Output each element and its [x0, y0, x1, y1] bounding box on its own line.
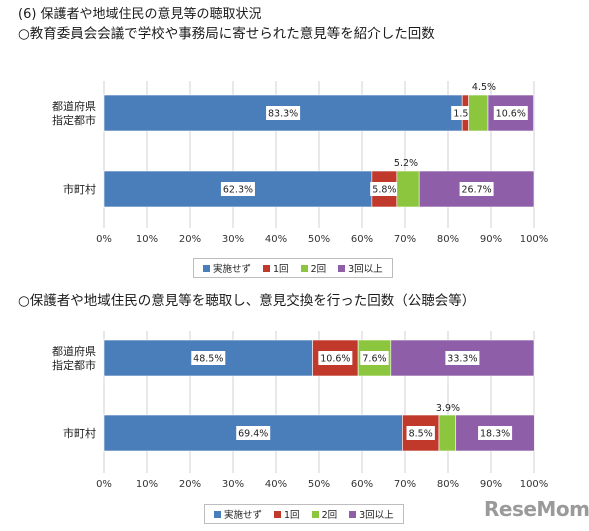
legend-swatch	[214, 510, 221, 518]
data-label-box	[370, 182, 399, 196]
x-tick-label: 30%	[222, 479, 244, 490]
data-label: 5.2%	[394, 158, 418, 169]
x-tick-label: 90%	[480, 479, 502, 490]
x-tick-label: 80%	[437, 234, 459, 245]
x-tick-label: 40%	[265, 234, 287, 245]
legend-swatch	[338, 264, 346, 272]
legend-label: 3回以上	[359, 510, 394, 521]
x-tick-label: 60%	[351, 479, 373, 490]
data-label-box	[220, 182, 255, 196]
legend-swatch	[274, 510, 282, 518]
data-label: 83.3%	[268, 109, 298, 120]
x-tick-label: 10%	[136, 479, 158, 490]
legend-swatch	[300, 264, 308, 272]
legend-item-twice: 2回	[300, 261, 327, 275]
data-label: 5.8%	[372, 185, 396, 196]
x-tick-label: 100%	[520, 479, 549, 490]
data-label: 26.7%	[462, 185, 492, 196]
chart1-title: ○教育委員会会議で学校や事務局に寄せられた意見等を紹介した回数	[18, 26, 435, 42]
data-label: 4.5%	[472, 82, 496, 93]
legend-item-twice: 2回	[311, 507, 338, 521]
data-label: 1.5%	[453, 109, 477, 120]
x-tick-label: 80%	[437, 479, 459, 490]
category-label: 市町村	[63, 426, 96, 440]
x-tick-label: 10%	[136, 234, 158, 245]
legend-label: 1回	[284, 510, 300, 521]
legend-swatch	[203, 264, 210, 272]
legend-label: 実施せず	[224, 510, 263, 521]
chart1-legend: 実施せず 1回 2回 3回以上	[193, 258, 393, 278]
watermark-logo: ReseMom	[484, 497, 589, 521]
x-tick-label: 90%	[480, 234, 502, 245]
x-tick-label: 20%	[179, 479, 201, 490]
data-label-box	[266, 106, 301, 120]
section-heading: (6) 保護者や地域住民の意見等の聴取状況	[18, 7, 262, 22]
category-label: 都道府県	[52, 344, 96, 358]
data-label: 10.6%	[320, 354, 350, 365]
legend-item-none: 実施せず	[214, 507, 262, 521]
legend-swatch	[263, 264, 271, 272]
x-tick-label: 20%	[179, 234, 201, 245]
x-tick-label: 50%	[308, 234, 330, 245]
data-label: 69.4%	[238, 429, 268, 440]
data-label-box	[318, 351, 353, 365]
x-tick-label: 40%	[265, 479, 287, 490]
bar-segment	[396, 170, 420, 208]
data-label: 33.3%	[447, 354, 477, 365]
category-label: 指定都市	[52, 358, 96, 372]
data-label-box	[493, 106, 528, 120]
x-tick-label: 70%	[394, 234, 416, 245]
x-tick-label: 60%	[351, 234, 373, 245]
x-tick-label: 50%	[308, 479, 330, 490]
data-label-box	[445, 351, 480, 365]
category-label: 市町村	[63, 182, 96, 196]
legend-item-once: 1回	[274, 507, 300, 521]
data-label-box	[360, 351, 389, 365]
x-tick-label: 70%	[394, 479, 416, 490]
data-label: 10.6%	[496, 109, 526, 120]
category-label: 都道府県	[52, 99, 96, 113]
legend-label: 実施せず	[213, 264, 252, 275]
data-label: 48.5%	[193, 354, 223, 365]
data-label-box	[191, 351, 226, 365]
legend-item-once: 1回	[263, 261, 289, 275]
legend-label: 2回	[321, 510, 338, 521]
data-label: 18.3%	[480, 429, 510, 440]
legend-swatch	[349, 510, 357, 518]
data-label: 3.9%	[436, 403, 460, 414]
legend-item-none: 実施せず	[203, 261, 251, 275]
chart1-plot: 0% 10% 20% 30% 40% 50% 60% 70% 80% 90% 100% 都道府県指定都…	[52, 81, 549, 245]
data-label-box	[459, 182, 494, 196]
legend-label: 2回	[310, 264, 327, 275]
data-label-box	[406, 426, 435, 440]
legend-label: 3回以上	[348, 264, 383, 275]
legend-item-three-plus: 3回以上	[338, 261, 383, 275]
legend-swatch	[311, 510, 319, 518]
bar-segment	[438, 414, 457, 452]
x-tick-label: 100%	[520, 234, 549, 245]
data-label-box	[236, 426, 271, 440]
x-tick-label: 0%	[96, 234, 112, 245]
legend-item-three-plus: 3回以上	[349, 507, 394, 521]
x-tick-label: 30%	[222, 234, 244, 245]
x-tick-label: 0%	[96, 479, 112, 490]
bar-segment	[468, 94, 489, 132]
data-label: 62.3%	[223, 185, 253, 196]
data-label: 7.6%	[362, 354, 386, 365]
category-label: 指定都市	[52, 113, 96, 127]
chart2-title: ○保護者や地域住民の意見等を聴取し、意見交換を行った回数（公聴会等）	[18, 293, 476, 309]
data-label: 8.5%	[409, 429, 433, 440]
data-label-box	[478, 426, 513, 440]
chart2-plot: 0% 10% 20% 30% 40% 50% 60% 70% 80% 90% 100% 都道府県指定都…	[52, 331, 549, 490]
chart2-legend: 実施せず 1回 2回 3回以上	[204, 504, 404, 524]
legend-label: 1回	[273, 264, 289, 275]
